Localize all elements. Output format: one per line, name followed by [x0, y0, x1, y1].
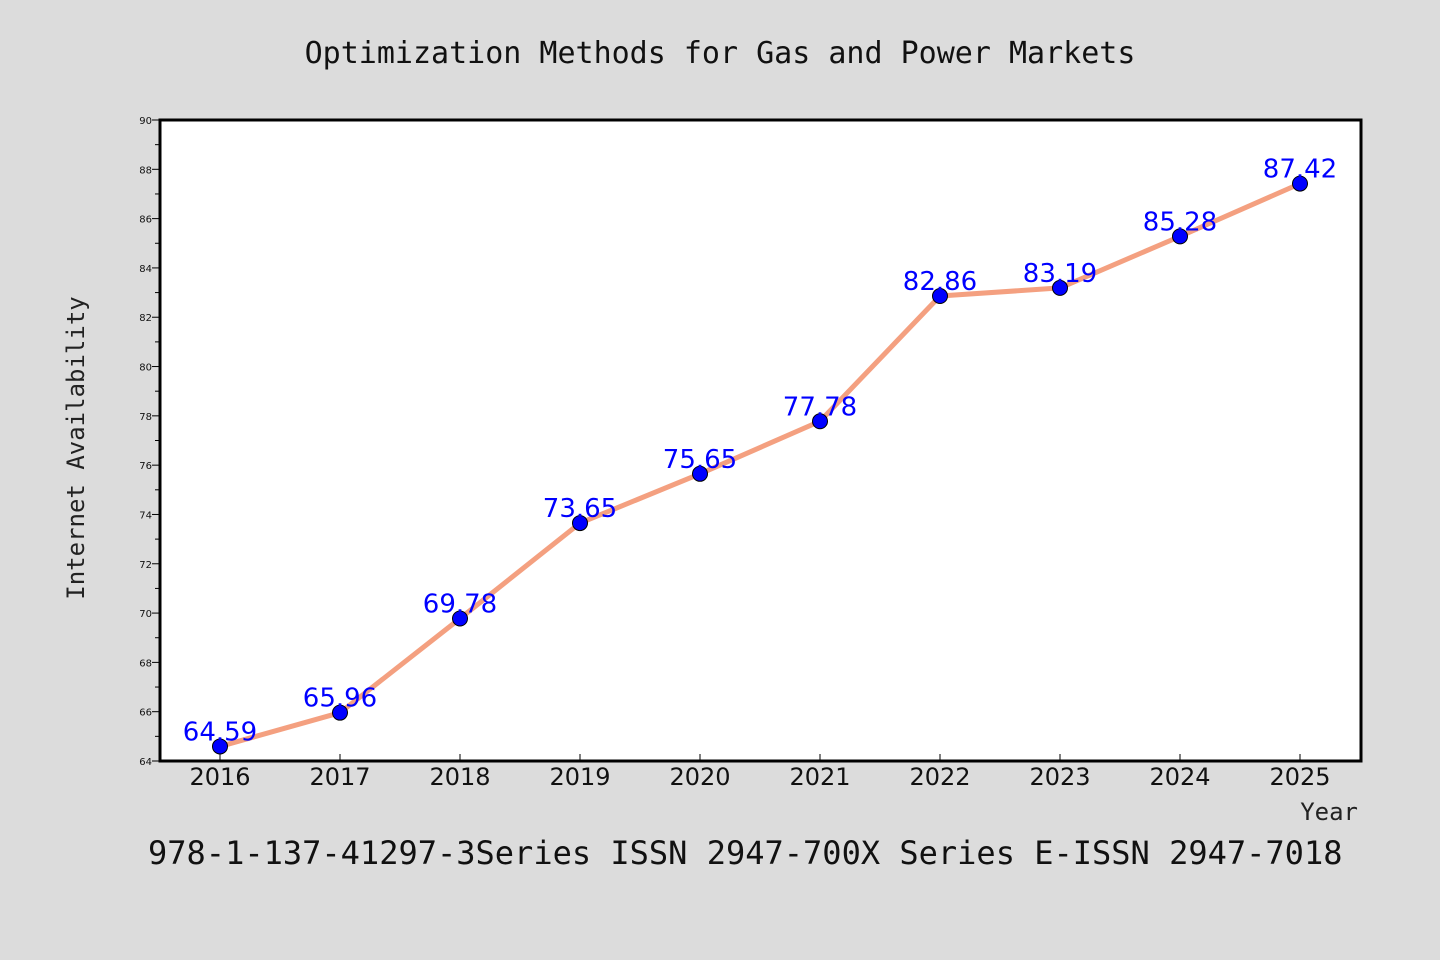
- y-tick-label: 80: [139, 363, 152, 374]
- y-tick-label: 70: [139, 609, 152, 620]
- data-point: [212, 738, 228, 755]
- data-label: 87.42: [1263, 155, 1337, 185]
- data-point: [812, 413, 828, 430]
- y-tick-label: 90: [139, 116, 152, 127]
- y-tick-label: 74: [139, 510, 152, 521]
- data-label: 83.19: [1023, 259, 1097, 289]
- y-tick-label: 88: [139, 165, 152, 176]
- data-point: [452, 610, 468, 627]
- data-point: [1052, 279, 1068, 296]
- axis-ticks: 64 66 68 70 72 74 76 78 80 82 84 86 88 90 2016 2017 2018…: [139, 116, 1330, 791]
- y-tick-label: 84: [139, 264, 152, 275]
- data-point: [572, 515, 588, 532]
- data-label: 64.59: [183, 717, 257, 747]
- plot-frame: [158, 118, 1363, 763]
- x-tick-label: 2023: [1029, 763, 1090, 791]
- y-tick-label: 82: [139, 313, 152, 324]
- x-tick-label: 2024: [1149, 763, 1210, 791]
- x-tick-label: 2022: [909, 763, 970, 791]
- y-tick-label: 76: [139, 461, 152, 472]
- x-tick-label: 2021: [789, 763, 850, 791]
- chart-title: Optimization Methods for Gas and Power M…: [305, 36, 1136, 71]
- x-tick-label: 2018: [429, 763, 490, 791]
- x-tick-label: 2016: [189, 763, 250, 791]
- data-label: 75.65: [663, 445, 737, 475]
- data-label: 73.65: [543, 494, 617, 524]
- data-label: 85.28: [1143, 207, 1217, 237]
- series-group: 64.59 65.96 69.78 73.65 75.65 77.78 82.86 83.19…: [183, 155, 1337, 755]
- y-tick-label: 66: [139, 708, 152, 719]
- data-label: 77.78: [783, 392, 857, 422]
- data-label: 69.78: [423, 590, 497, 620]
- data-point: [1292, 175, 1308, 192]
- y-tick-label: 72: [139, 560, 152, 571]
- series-line: [217, 181, 1303, 749]
- x-axis-label: Year: [1300, 798, 1358, 826]
- data-point: [1172, 228, 1188, 245]
- footer-isbn-issn: 978-1-137-41297-3Series ISSN 2947-700X S…: [148, 834, 1342, 872]
- plot-area: [160, 120, 1361, 761]
- x-tick-label: 2020: [669, 763, 730, 791]
- x-tick-label: 2017: [309, 763, 370, 791]
- y-tick-label: 68: [139, 658, 152, 669]
- y-tick-label: 86: [139, 215, 152, 226]
- y-tick-label: 78: [139, 412, 152, 423]
- y-tick-label: 64: [139, 757, 152, 768]
- data-label: 82.86: [903, 267, 977, 297]
- data-point: [932, 288, 948, 305]
- data-point: [692, 465, 708, 482]
- x-tick-label: 2025: [1269, 763, 1330, 791]
- x-tick-label: 2019: [549, 763, 610, 791]
- data-point: [332, 704, 348, 721]
- data-label: 65.96: [303, 684, 377, 714]
- y-axis-label: Internet Availability: [62, 296, 90, 599]
